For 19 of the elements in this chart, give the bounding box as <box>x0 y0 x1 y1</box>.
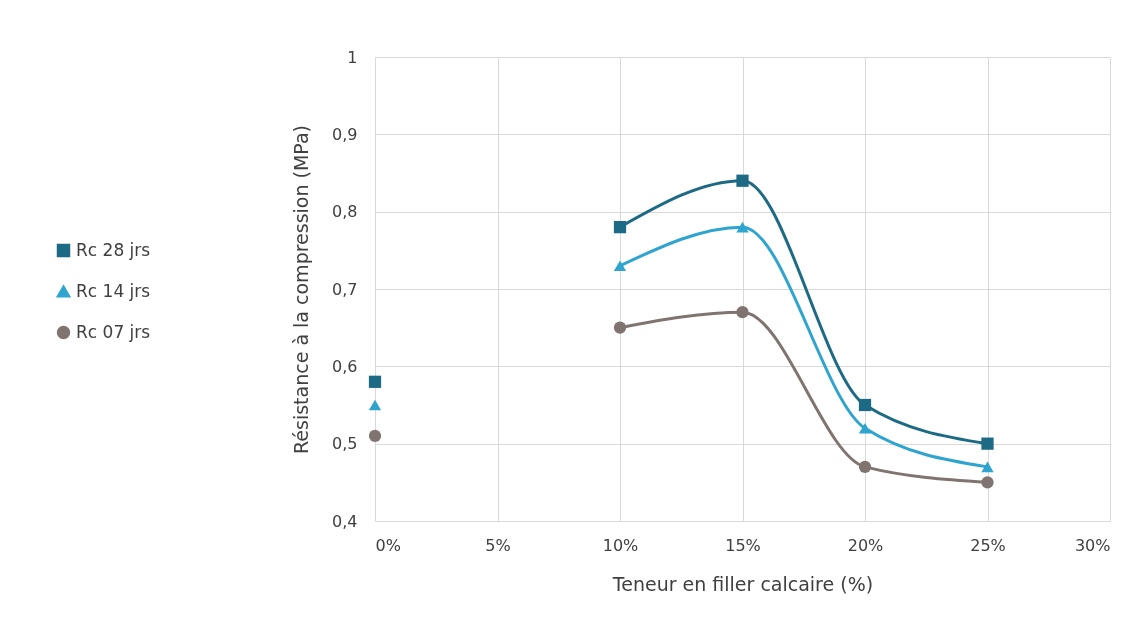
y-tick-label: 0,9 <box>332 124 358 144</box>
legend-label: Rc 28 jrs <box>76 239 151 260</box>
x-tick-label: 25% <box>970 535 1006 555</box>
legend-label: Rc 14 jrs <box>76 280 151 301</box>
x-tick-label: 20% <box>847 535 884 555</box>
x-tick-label: 10% <box>602 535 639 555</box>
legend-label: Rc 07 jrs <box>76 321 151 342</box>
x-tick-label: 5% <box>485 535 511 555</box>
x-tick-label: 0% <box>375 535 401 555</box>
x-tick-label: 15% <box>725 535 761 555</box>
y-tick-label: 0,8 <box>332 202 358 222</box>
y-tick-label: 1 <box>347 47 358 67</box>
y-tick-label: 0,4 <box>332 511 358 531</box>
x-tick-label: 30% <box>1074 535 1111 555</box>
y-axis-title: Résistance à la compression (MPa) <box>290 124 313 455</box>
x-axis-title: Teneur en filler calcaire (%) <box>611 572 874 595</box>
y-tick-label: 0,5 <box>332 434 358 454</box>
y-tick-label: 0,7 <box>332 279 358 299</box>
y-tick-label: 0,6 <box>332 356 358 376</box>
